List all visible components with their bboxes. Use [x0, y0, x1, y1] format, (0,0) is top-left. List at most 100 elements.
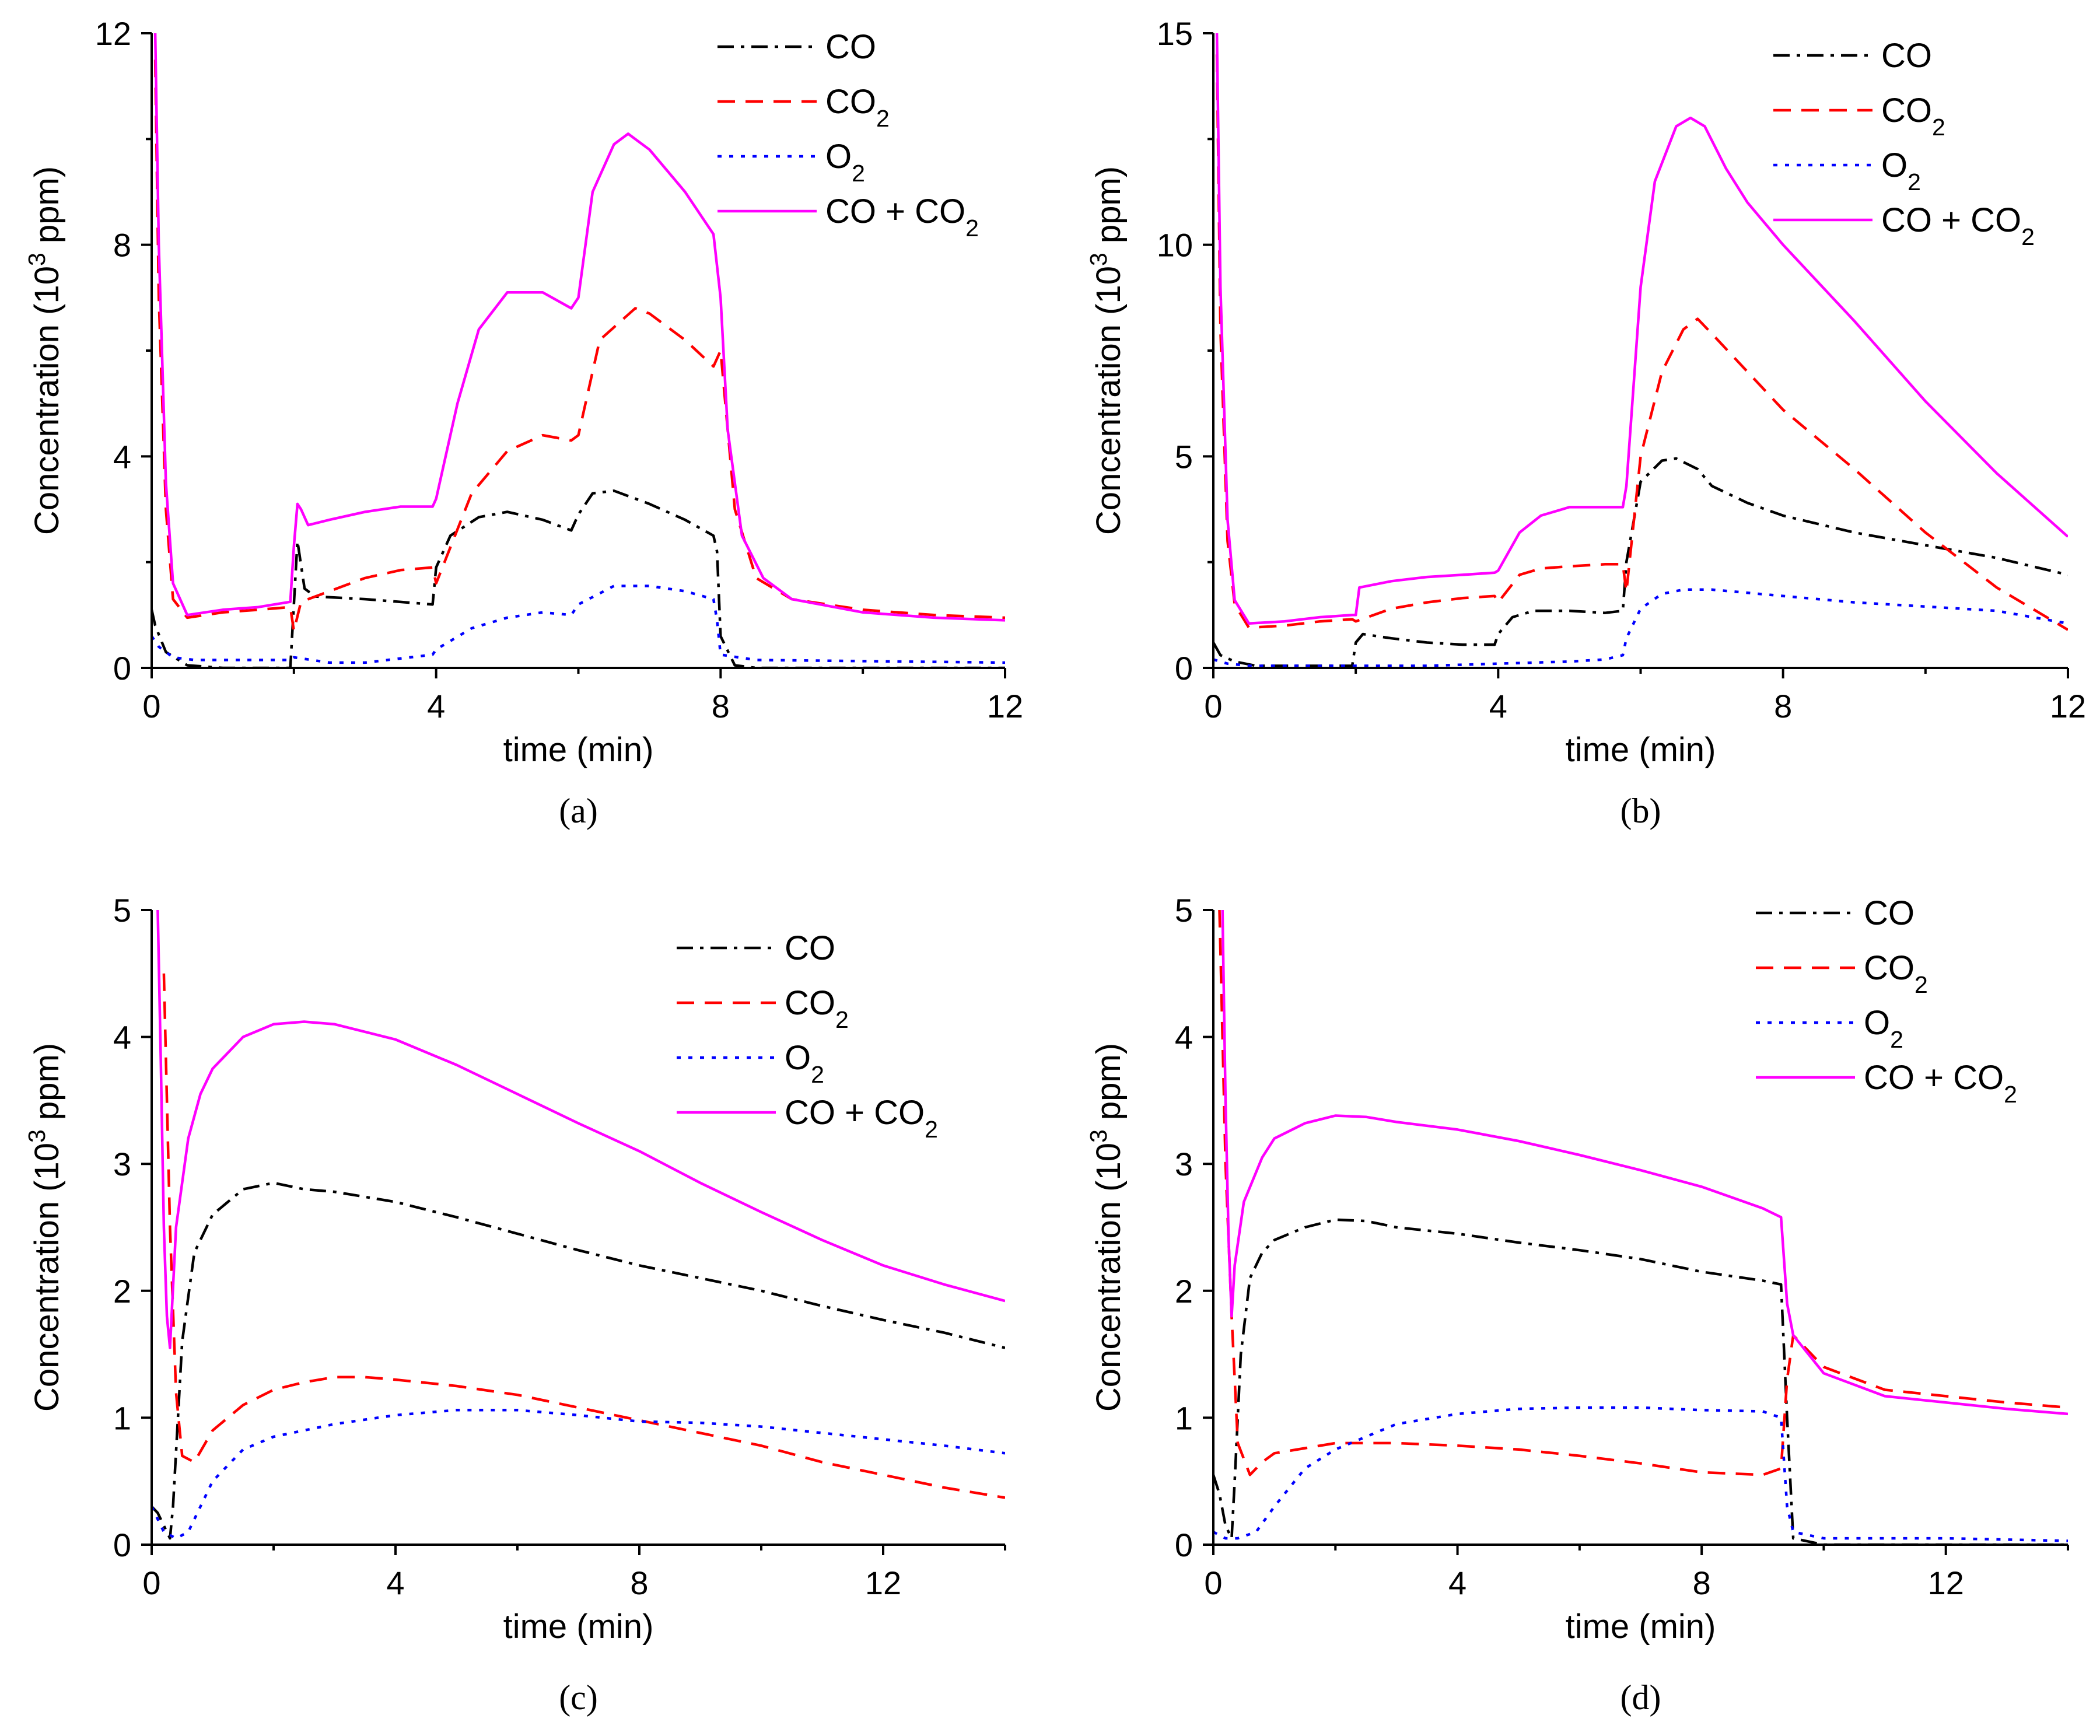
legend-label-part: 2	[2021, 223, 2035, 250]
series-line-o2	[152, 1409, 1005, 1540]
y-tick-label: 2	[1175, 1273, 1193, 1310]
y-tick-label-part: 3	[113, 1146, 131, 1182]
y-axis-label-part: ppm)	[1090, 166, 1128, 253]
x-tick-label-part: 0	[1204, 1564, 1222, 1601]
x-axis-label-part: time (min)	[503, 731, 654, 769]
y-tick-label-part: 4	[1175, 1019, 1193, 1056]
y-axis-label-part: ppm)	[28, 166, 66, 253]
y-tick-label: 4	[1175, 1019, 1193, 1056]
legend-label-part: CO	[1881, 37, 1932, 75]
x-tick-label: 8	[1693, 1564, 1711, 1601]
y-axis-label-part: Concentration (10	[28, 1143, 66, 1412]
y-axis-label-part: ppm)	[1090, 1043, 1128, 1129]
x-tick-label-part: 8	[712, 688, 730, 724]
legend-label: CO + CO2	[1864, 1059, 2017, 1108]
y-tick-label-part: 15	[1157, 15, 1193, 52]
x-tick-label-part: 8	[1693, 1564, 1711, 1601]
y-tick-label-part: 4	[113, 1019, 131, 1056]
y-axis-label-part: 3	[23, 253, 50, 266]
y-axis-label-part: ppm)	[28, 1043, 66, 1129]
x-tick-label-part: 0	[142, 1564, 160, 1601]
series-line-co2	[162, 973, 1005, 1499]
legend-label: CO	[825, 28, 876, 66]
y-axis-label-part: 3	[23, 1129, 50, 1143]
legend-label: CO	[1864, 894, 1915, 932]
y-axis-label-part: Concentration (10	[28, 266, 66, 535]
x-tick-label-part: 0	[1204, 688, 1222, 724]
panel-caption-part: (a)	[559, 792, 598, 830]
y-tick-label-part: 10	[1157, 227, 1193, 264]
x-tick-label: 8	[712, 688, 730, 724]
y-tick-label: 0	[113, 650, 131, 687]
y-axis-label-part: 3	[1085, 1129, 1112, 1143]
y-tick-label-part: 2	[113, 1273, 131, 1310]
y-tick-label: 15	[1157, 15, 1193, 52]
legend-label: CO + CO2	[1881, 201, 2035, 250]
legend-label-part: 2	[1890, 1026, 1903, 1053]
y-tick-label-part: 0	[113, 650, 131, 687]
legend-label-part: 2	[835, 1006, 849, 1033]
y-tick-label: 5	[113, 892, 131, 929]
x-axis-label: time (min)	[503, 1608, 654, 1646]
legend-label: CO2	[825, 83, 890, 132]
legend-label-part: 2	[1908, 169, 1921, 195]
series-line-co2	[1218, 909, 2068, 1476]
panel-caption-part: (b)	[1620, 792, 1661, 830]
legend-label: CO	[785, 929, 835, 967]
x-tick-label-part: 12	[987, 688, 1023, 724]
x-tick-label-part: 8	[1774, 688, 1792, 724]
x-tick-label: 12	[987, 688, 1023, 724]
series-line-co	[1213, 1218, 2068, 1545]
y-tick-label: 1	[1175, 1399, 1193, 1436]
y-tick-label: 3	[113, 1146, 131, 1182]
y-axis-label: Concentration (103 ppm)	[1085, 1043, 1128, 1412]
y-tick-label-part: 0	[1175, 650, 1193, 687]
y-axis-label: Concentration (103 ppm)	[1085, 166, 1128, 535]
y-axis-label-part: Concentration (10	[1090, 266, 1128, 535]
panel-b: 0 4 8 12 0 5 10 15 time (min) Concentration (103 …	[1085, 15, 2086, 830]
series-line-co-co2	[1221, 909, 2068, 1416]
series-line-o2	[1213, 588, 2068, 667]
legend-label-part: CO	[1864, 949, 1915, 987]
legend-label-part: CO	[825, 83, 876, 121]
y-tick-label: 5	[1175, 438, 1193, 475]
series-line-co-co2	[1215, 33, 2068, 625]
x-axis-label-part: time (min)	[1566, 1608, 1716, 1646]
x-tick-label-part: 8	[630, 1564, 648, 1601]
legend-label: CO	[1881, 37, 1932, 75]
x-tick-label: 12	[865, 1564, 901, 1601]
x-axis-label-part: time (min)	[1566, 731, 1716, 769]
x-tick-label-part: 4	[1489, 688, 1507, 724]
y-tick-label: 10	[1157, 227, 1193, 264]
x-tick-label: 4	[427, 688, 445, 724]
series-line-o2	[152, 584, 1005, 664]
legend-label-part: CO + CO	[1864, 1059, 2004, 1097]
legend-label-part: CO + CO	[825, 192, 965, 230]
y-tick-label-part: 1	[113, 1399, 131, 1436]
x-tick-label: 8	[1774, 688, 1792, 724]
legend-label: O2	[825, 138, 865, 187]
legend-label-part: CO	[785, 984, 835, 1022]
panel-caption-part: (d)	[1620, 1678, 1661, 1717]
x-tick-label: 0	[142, 688, 160, 724]
x-tick-label-part: 4	[1448, 1564, 1466, 1601]
y-tick-label: 0	[1175, 650, 1193, 687]
y-tick-label-part: 1	[1175, 1399, 1193, 1436]
legend-label: CO + CO2	[825, 192, 979, 242]
panel-caption: (a)	[559, 792, 598, 830]
x-axis-label: time (min)	[1566, 731, 1716, 769]
legend-label-part: O	[1881, 146, 1908, 184]
x-axis-label: time (min)	[1566, 1608, 1716, 1646]
legend-label-part: CO + CO	[1881, 201, 2021, 239]
y-tick-label-part: 0	[113, 1527, 131, 1563]
legend-label-part: 2	[876, 105, 890, 132]
x-tick-label-part: 12	[2050, 688, 2086, 724]
series-line-co-co2	[153, 33, 1005, 622]
y-axis-label: Concentration (103 ppm)	[23, 166, 66, 535]
legend-label-part: 2	[1932, 114, 1945, 141]
x-axis-label: time (min)	[503, 731, 654, 769]
legend-label: O2	[1881, 146, 1921, 195]
series-line-co	[1213, 457, 2068, 667]
